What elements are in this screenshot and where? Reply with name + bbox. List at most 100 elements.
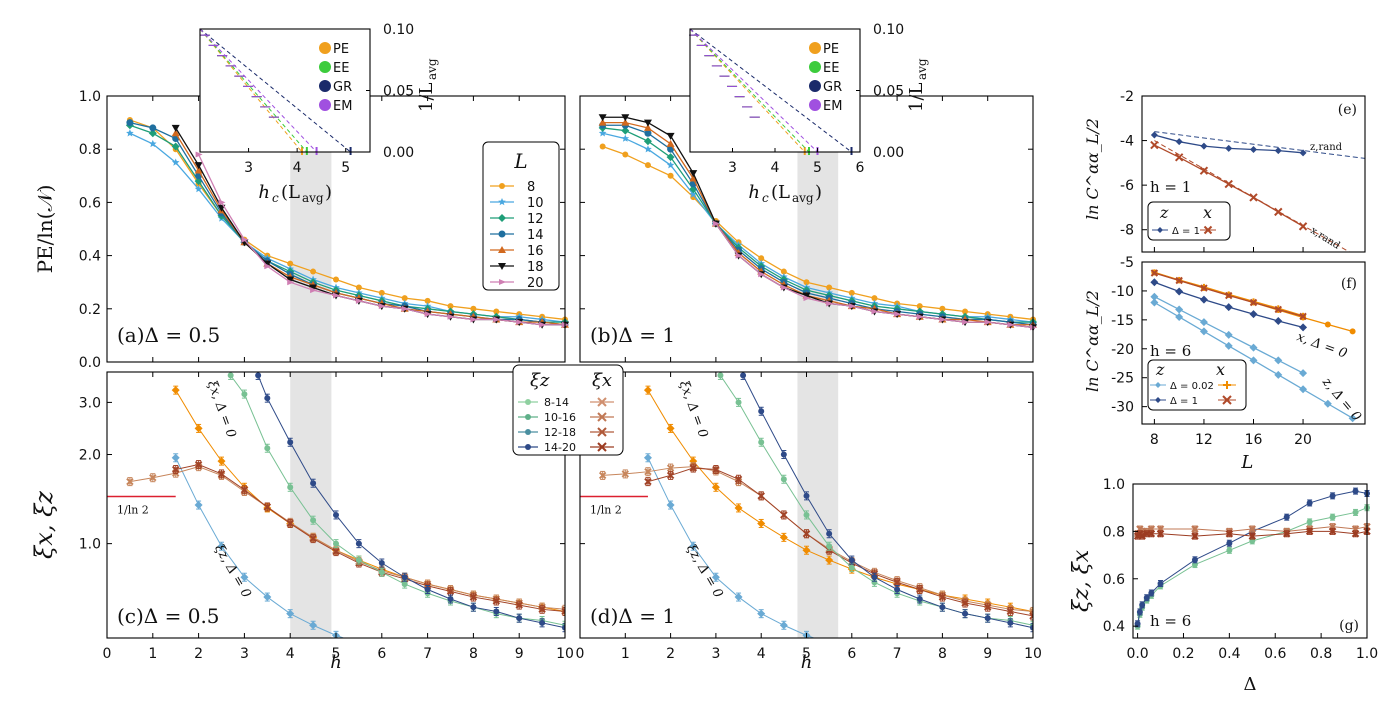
panel-f: -5 -10 -15 -20 -25 -30 8 12 16 20 L (f) x, Δ = 0 z, Δ… [1083, 255, 1366, 473]
series-ξx 8-14-point [149, 473, 157, 482]
y-axis-label: ξz, ξx [1069, 549, 1094, 612]
y-axis-label: PE/ln(𝒩) [33, 185, 57, 274]
y-tick-label: -2 [1120, 89, 1134, 105]
series-L10-point [644, 145, 652, 153]
series-z, Δ = 0-point [1175, 312, 1184, 321]
series-L20-point [378, 303, 386, 310]
legend-marker [498, 230, 506, 238]
panel-label: (d)Δ = 1 [590, 604, 675, 628]
series-z, Δ = 0.02-point [1274, 356, 1283, 365]
series-ξz, Δ = 0-point [355, 639, 363, 647]
critical-region-band [797, 372, 839, 638]
y-tick-label: 1.0 [79, 89, 101, 105]
series-x-point [1174, 153, 1184, 162]
series-ξx 14-20-point [1147, 530, 1156, 538]
annotation: h = 6 [1150, 342, 1191, 360]
inset-legend-marker [809, 99, 821, 111]
series-L20-point [735, 252, 743, 259]
series-z, Δ = 0-point [1249, 356, 1258, 365]
x-tick-label: 10 [1024, 646, 1042, 662]
series-L10-point [666, 161, 675, 169]
series-ξx 14-20-point [446, 587, 455, 596]
inset-x-tick-label: 4 [771, 160, 780, 176]
series-ξx 14-20-point [171, 465, 180, 474]
y-tick-label: -30 [1111, 400, 1134, 416]
series-L12-line [129, 124, 565, 323]
legend-marker [1155, 397, 1161, 403]
series-ξz 14-20-point [1007, 619, 1014, 626]
series-L18-point [263, 260, 272, 268]
series-L10-point [194, 185, 203, 193]
y-tick-label: 0.4 [1103, 619, 1125, 635]
series-ξz 14-20-point [562, 624, 565, 631]
series-z, Δ = 0.02-point [1175, 305, 1184, 314]
series-ξx, Δ = 0-point [643, 386, 652, 395]
series-L20-point [401, 305, 409, 312]
series-ξx 14-20-point [1191, 532, 1199, 540]
series-ξz 14-20-point [826, 530, 833, 537]
series-ξz 14-20-point [758, 408, 765, 415]
series-ξz 14-20-point [1157, 580, 1164, 587]
legend-label: 14 [527, 228, 544, 243]
series-ξz 14-20-point [255, 372, 262, 379]
x-tick-label: 0.8 [1310, 646, 1332, 662]
series-ξx 14-20-line [647, 467, 1033, 617]
fit-label: x, Δ = 0 [1295, 330, 1349, 362]
series-L14-point [149, 124, 157, 132]
inset-fit-EE [689, 28, 810, 153]
series-ξz 14-20-point [1352, 488, 1359, 495]
series-L8-point [780, 268, 787, 275]
series-ξx 14-20-point [938, 593, 947, 601]
series-ξz, Δ = 0-point [689, 542, 698, 551]
legend-marker [499, 279, 506, 285]
series-ξx 8-14-point [666, 464, 675, 472]
legend-marker [1203, 225, 1213, 235]
legend-marker [498, 198, 506, 206]
series-ξz 14-20-point [1136, 608, 1143, 615]
inset-legend-marker [319, 61, 331, 73]
y-tick-label: 0.8 [1103, 524, 1125, 540]
inset-fit-EM [199, 28, 317, 153]
y-axis-label: ln C^αα_L/2 [1083, 118, 1102, 220]
inset-x-label-arg: (L [281, 182, 300, 203]
x-tick-label: 0.6 [1264, 646, 1286, 662]
y-tick-label: 1.0 [79, 537, 101, 553]
panel-b: (b)Δ = 13 4 5 60.000.050.10h c (L avg)1/LavgPE… [579, 22, 1037, 363]
series-L20-point [848, 303, 856, 310]
series-z-point [1299, 149, 1307, 157]
series-z, Δ = 1-point [1249, 310, 1258, 319]
inset-legend-label: PE [823, 42, 839, 57]
x-tick-label: 9 [515, 646, 524, 662]
curve-label: ξz, Δ = 0 [683, 542, 726, 601]
series-ξz, Δ = 0-point [825, 639, 833, 647]
fit-z-rand [1154, 131, 1365, 159]
series-L18-point [171, 124, 180, 132]
series-ξz 8-14-point [758, 439, 765, 446]
series-ξx 8-14-point [598, 471, 607, 480]
series-ξx, Δ = 0-point [825, 556, 834, 565]
critical-region-band [290, 372, 332, 638]
series-x, Δ = 0-point [1349, 328, 1356, 335]
curve-label: ξx, Δ = 0 [204, 379, 238, 440]
curve-label: ξx, Δ = 0 [676, 379, 710, 440]
series-z, Δ = 1-point [1199, 295, 1208, 304]
series-ξx 8-14-point [644, 467, 652, 476]
series-z, Δ = 1-point [1175, 287, 1184, 296]
legend-label: 14-20 [544, 441, 576, 454]
series-ξx 14-20-point [194, 460, 203, 469]
series-ξx 14-20-point [1006, 607, 1015, 616]
inset-x-label-arg: (L [771, 182, 790, 203]
legend-label: Δ = 1 [1172, 226, 1200, 237]
series-L8-point [871, 295, 878, 302]
inset-x-tick-label: 4 [293, 160, 302, 176]
series-L18-point [666, 132, 675, 140]
series-L10-point [171, 158, 180, 166]
series-L14-point [126, 119, 134, 127]
series-ξx 14-20-point [240, 486, 249, 494]
series-ξz, Δ = 0-point [194, 501, 203, 510]
y-tick-label: -10 [1111, 284, 1134, 300]
series-ξz 8-14-point [1226, 547, 1233, 554]
series-L8-point [287, 260, 294, 267]
series-ξz, Δ = 0-point [643, 453, 652, 462]
